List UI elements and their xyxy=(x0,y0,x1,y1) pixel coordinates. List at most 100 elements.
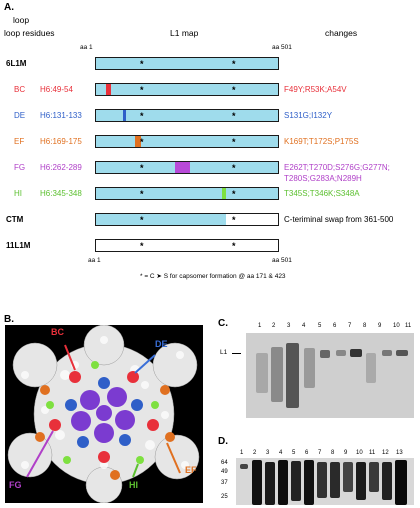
gel-band xyxy=(271,347,283,402)
lane-number: 7 xyxy=(318,450,322,456)
lane-number: 6 xyxy=(333,323,337,329)
aa-start-top: aa 1 xyxy=(80,44,93,51)
lane-number: 13 xyxy=(396,450,403,456)
hi-loop-marker xyxy=(222,188,226,199)
lane-number: 1 xyxy=(258,323,262,329)
gel-band xyxy=(396,350,408,356)
gel-band xyxy=(330,462,340,498)
row-label-fg: FG xyxy=(14,163,26,172)
header-l1-map: L1 map xyxy=(170,28,199,38)
panel-c-letter: C. xyxy=(218,318,228,329)
lane-number: 11 xyxy=(369,450,376,456)
cys-mutation-star: * xyxy=(232,163,236,173)
lane-number: 2 xyxy=(272,323,276,329)
label-ef: EF xyxy=(185,465,197,475)
gel-band xyxy=(265,462,275,505)
residues-de: H6:131-133 xyxy=(40,111,82,120)
panel-a-letter: A. xyxy=(4,2,14,13)
aa-end-bottom: aa 501 xyxy=(272,257,292,264)
gel-band xyxy=(320,350,330,358)
panel-d-letter: D. xyxy=(218,436,228,447)
residues-fg: H6:262-289 xyxy=(40,163,82,172)
changes-ctm: C-teriminal swap from 361-500 xyxy=(284,215,394,224)
lane-number: 2 xyxy=(253,450,257,456)
label-bc: BC xyxy=(51,327,64,337)
l1-map-bar-6l1m: * * xyxy=(95,57,279,70)
lane-number: 3 xyxy=(287,323,291,329)
gel-band xyxy=(395,460,407,505)
row-label-ef: EF xyxy=(14,137,25,146)
lane-number: 12 xyxy=(382,450,389,456)
ctm-hpv-segment xyxy=(96,214,226,225)
lane-number: 7 xyxy=(348,323,352,329)
changes-fg-line1: E262T;T270D;S276G;G277N; xyxy=(284,163,390,172)
lane-number: 5 xyxy=(318,323,322,329)
cys-mutation-star: * xyxy=(140,189,144,199)
cys-mutation-star: * xyxy=(232,241,236,251)
header-loop-residues: loop residues xyxy=(4,28,55,38)
western-blot-c xyxy=(246,333,414,418)
capsomer-structure-image: BC DE EF FG HI xyxy=(5,324,203,504)
label-de: DE xyxy=(155,339,168,349)
lane-number: 8 xyxy=(331,450,335,456)
l1-map-bar-de: * * xyxy=(95,109,279,122)
gel-band xyxy=(252,460,262,505)
changes-bc: F49Y;R53K;A54V xyxy=(284,85,347,94)
lane-number: 4 xyxy=(279,450,283,456)
lane-number: 10 xyxy=(393,323,400,329)
l1-map-bar-fg: * * xyxy=(95,161,279,174)
panel-b-letter: B. xyxy=(4,314,14,325)
residues-bc: H6:49-54 xyxy=(40,85,73,94)
cys-mutation-star: * xyxy=(140,241,144,251)
mw-marker: 37 xyxy=(221,480,228,486)
changes-fg-line2: T280S;G283A;N289H xyxy=(284,174,362,183)
gel-band xyxy=(286,343,299,408)
l1-map-bar-ef: * * xyxy=(95,135,279,148)
gel-band xyxy=(304,460,314,505)
cys-mutation-star: * xyxy=(232,189,236,199)
mw-marker: 49 xyxy=(221,469,228,475)
lane-number: 6 xyxy=(305,450,309,456)
gel-band xyxy=(304,348,315,388)
gel-band xyxy=(278,460,288,505)
lane-number: 9 xyxy=(378,323,382,329)
row-label-hi: HI xyxy=(14,189,22,198)
label-fg: FG xyxy=(9,480,22,490)
cys-mutation-star: * xyxy=(232,137,236,147)
gel-band xyxy=(336,350,346,356)
header-loop: loop xyxy=(13,15,30,25)
l1-map-bar-11l1m: * * xyxy=(95,239,279,252)
lane-number: 9 xyxy=(344,450,348,456)
lane-number: 11 xyxy=(405,323,412,329)
row-label-bc: BC xyxy=(14,85,26,94)
lane-number: 1 xyxy=(240,450,244,456)
l1-marker-tick xyxy=(232,353,241,354)
residues-hi: H6:345-348 xyxy=(40,189,82,198)
cys-mutation-star: * xyxy=(232,111,236,121)
gel-band xyxy=(356,462,366,500)
cys-mutation-star: * xyxy=(232,215,236,225)
l1-map-bar-hi: * * xyxy=(95,187,279,200)
l1-map-bar-ctm: * * xyxy=(95,213,279,226)
residues-ef: H6:169-175 xyxy=(40,137,82,146)
label-hi: HI xyxy=(129,480,138,490)
western-blot-d xyxy=(236,458,414,505)
gel-band xyxy=(291,461,301,501)
l1-map-bar-bc: * * xyxy=(95,83,279,96)
changes-de: S131G;I132Y xyxy=(284,111,333,120)
lane-number: 4 xyxy=(302,323,306,329)
changes-ef: K169T;T172S;P175S xyxy=(284,137,359,146)
header-changes: changes xyxy=(325,28,358,38)
row-label-11l1m: 11L1M xyxy=(6,241,31,250)
cys-mutation-star: * xyxy=(140,59,144,69)
changes-hi: T345S;T346K;S348A xyxy=(284,189,360,198)
row-label-de: DE xyxy=(14,111,26,120)
gel-band xyxy=(366,353,376,383)
cys-mutation-star: * xyxy=(140,137,144,147)
l1-marker-label: L1 xyxy=(220,349,228,356)
cys-mutation-star: * xyxy=(140,111,144,121)
gel-band xyxy=(343,462,353,492)
row-label-ctm: CTM xyxy=(6,215,24,224)
gel-band xyxy=(317,462,327,498)
cys-mutation-star: * xyxy=(232,85,236,95)
